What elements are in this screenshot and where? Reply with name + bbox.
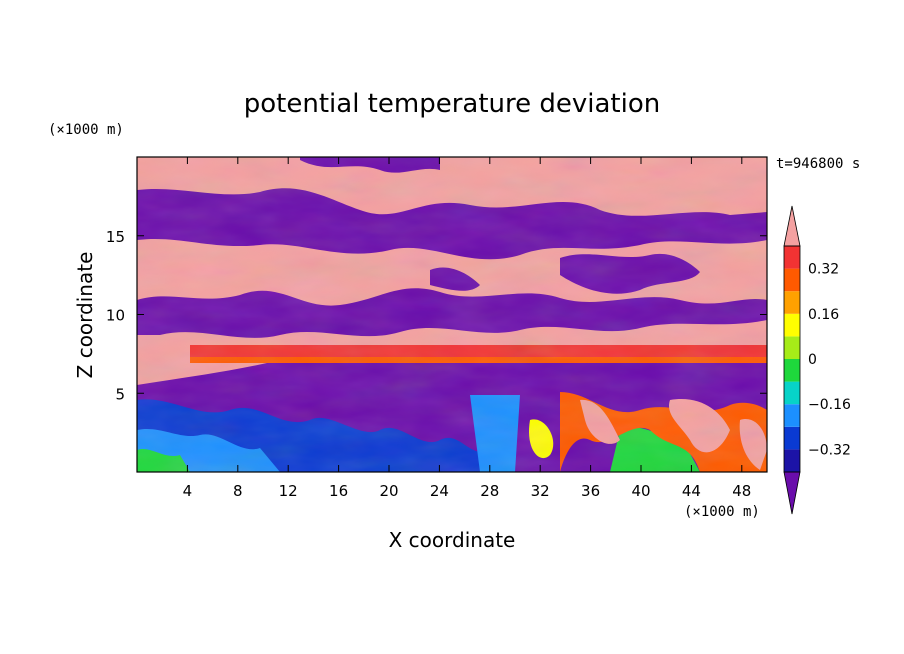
chart-title: potential temperature deviation: [244, 89, 660, 119]
x-tick-label: 36: [581, 482, 600, 500]
y-tick-label: 5: [115, 385, 125, 403]
colorbar-tick-label: 0.16: [808, 307, 839, 323]
plot-area: [137, 157, 767, 472]
y-unit-label: (×1000 m): [48, 122, 124, 138]
x-axis: 4 8 12 16 20 24 28 32 36 40 44 48: [183, 157, 751, 500]
x-tick-label: 40: [631, 482, 650, 500]
y-tick-label: 15: [106, 228, 125, 246]
colorbar-tick-label: 0.32: [808, 262, 839, 278]
colorbar-segment: [784, 313, 800, 337]
colorbar-segment: [784, 404, 800, 427]
y-axis-label: Z coordinate: [73, 252, 97, 379]
time-label: t=946800 s: [776, 156, 860, 172]
x-tick-label: 32: [531, 482, 550, 500]
x-tick-label: 16: [329, 482, 348, 500]
colorbar-segment: [784, 246, 800, 269]
colorbar-segment: [784, 336, 800, 359]
colorbar-segment: [784, 359, 800, 382]
colorbar-segment: [784, 449, 800, 472]
colorbar: 0.32 0.16 0 −0.16 −0.32: [783, 205, 851, 515]
colorbar-segment: [784, 268, 800, 292]
x-unit-label: (×1000 m): [684, 504, 760, 520]
colorbar-extend-low: [783, 471, 801, 515]
colorbar-frame: [783, 245, 801, 473]
x-tick-label: 28: [480, 482, 499, 500]
colorbar-segment: [784, 381, 800, 405]
colorbar-tick-label: −0.16: [808, 397, 851, 413]
x-tick-label: 8: [233, 482, 243, 500]
x-tick-label: 12: [279, 482, 298, 500]
colorbar-extend-high: [783, 205, 801, 247]
colorbar-tick-label: 0: [808, 352, 817, 368]
x-tick-label: 4: [183, 482, 193, 500]
field-texture: [137, 157, 767, 472]
colorbar-segment: [784, 291, 800, 314]
y-axis: 5 10 15: [106, 228, 767, 403]
x-tick-label: 44: [682, 482, 701, 500]
x-tick-label: 48: [732, 482, 751, 500]
x-axis-label: X coordinate: [389, 528, 516, 552]
y-tick-label: 10: [106, 307, 125, 325]
colorbar-tick-label: −0.32: [808, 442, 851, 458]
x-tick-label: 24: [430, 482, 449, 500]
x-tick-label: 20: [379, 482, 398, 500]
colorbar-segment: [784, 426, 800, 450]
